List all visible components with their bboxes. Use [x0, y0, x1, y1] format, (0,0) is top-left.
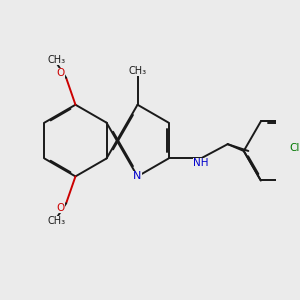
Text: NH: NH [193, 158, 208, 168]
Text: CH₃: CH₃ [48, 55, 66, 65]
Text: O: O [56, 203, 64, 213]
Text: CH₃: CH₃ [48, 216, 66, 226]
Text: CH₃: CH₃ [128, 65, 147, 76]
Text: N: N [133, 171, 142, 182]
Text: Cl: Cl [290, 143, 300, 154]
Text: O: O [56, 68, 64, 78]
